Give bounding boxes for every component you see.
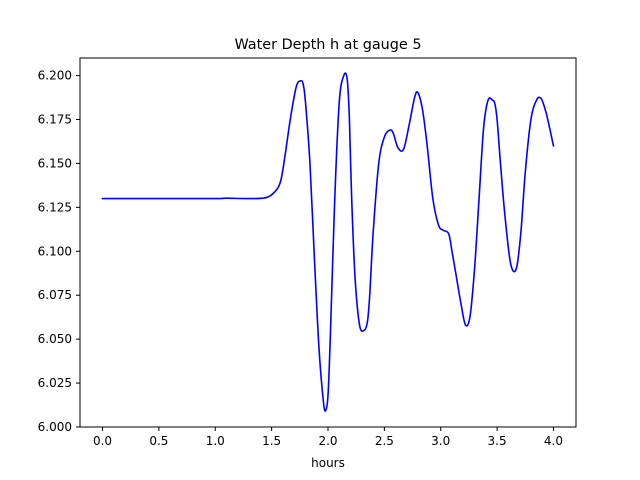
x-tick-label: 0.0 bbox=[93, 434, 112, 448]
y-tick-label: 6.200 bbox=[38, 69, 72, 83]
y-tick-label: 6.125 bbox=[38, 200, 72, 214]
x-tick-label: 3.5 bbox=[488, 434, 507, 448]
chart-title: Water Depth h at gauge 5 bbox=[234, 37, 421, 53]
x-tick-label: 3.0 bbox=[431, 434, 450, 448]
y-tick-label: 6.025 bbox=[38, 376, 72, 390]
series-line-0 bbox=[101, 72, 555, 412]
y-tick-label: 6.175 bbox=[38, 113, 72, 127]
y-tick-label: 6.050 bbox=[38, 332, 72, 346]
y-tick-label: 6.075 bbox=[38, 288, 72, 302]
x-tick-label: 1.5 bbox=[262, 434, 281, 448]
x-tick-label: 0.5 bbox=[149, 434, 168, 448]
x-tick-label: 2.5 bbox=[375, 434, 394, 448]
x-axis-label: hours bbox=[311, 456, 345, 470]
y-tick-label: 6.000 bbox=[38, 420, 72, 434]
plot-area bbox=[101, 72, 555, 412]
y-tick-label: 6.100 bbox=[38, 244, 72, 258]
x-tick-label: 4.0 bbox=[544, 434, 563, 448]
y-tick-label: 6.150 bbox=[38, 156, 72, 170]
x-tick-label: 2.0 bbox=[318, 434, 337, 448]
x-tick-label: 1.0 bbox=[206, 434, 225, 448]
axes: 0.0 0.5 1.0 1.5 2.0 2.5 3.0 3.5 4.0 6.000 6.025 6.0… bbox=[38, 57, 577, 448]
